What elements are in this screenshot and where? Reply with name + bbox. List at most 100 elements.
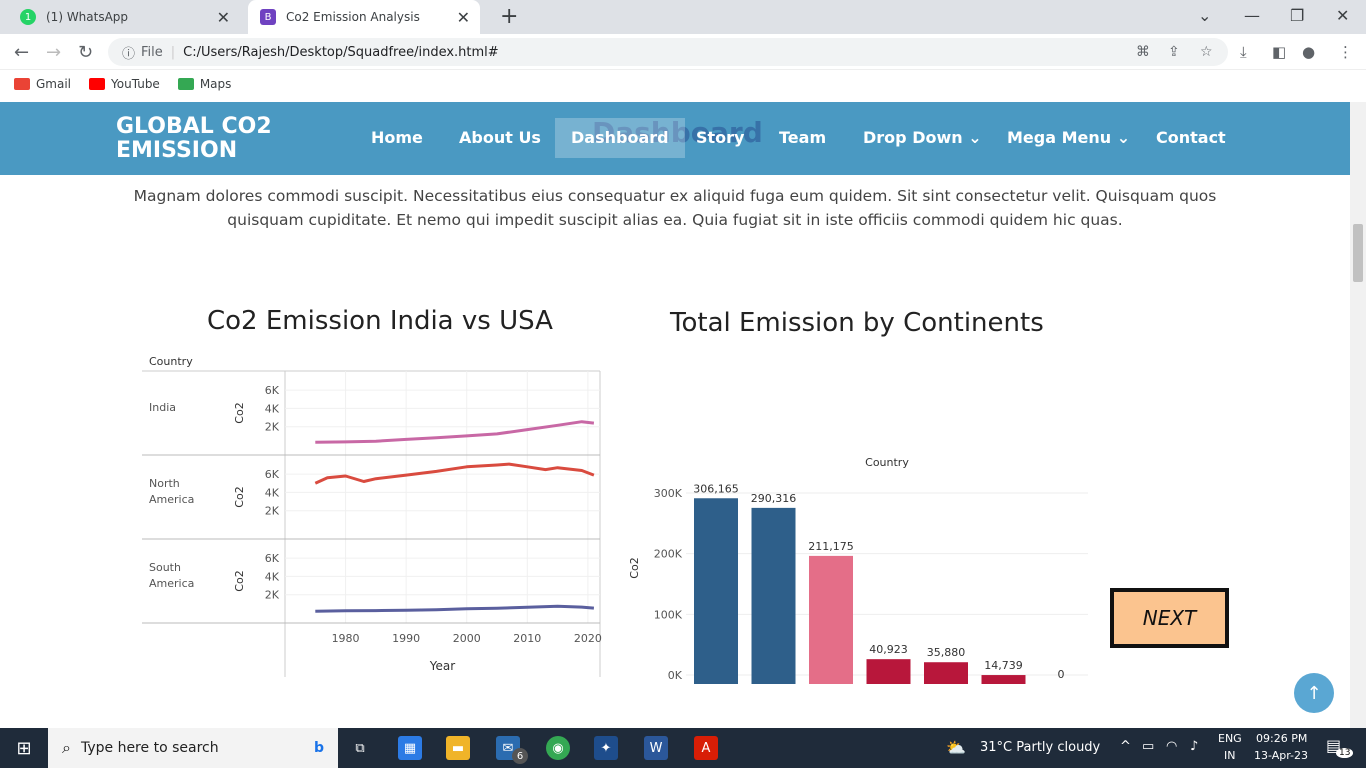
nav-dashboard[interactable]: Dashboard [555, 118, 685, 158]
mail-badge: 6 [512, 748, 528, 764]
side-panel-icon[interactable]: ◧ [1272, 43, 1286, 61]
tab-whatsapp[interactable]: 1 (1) WhatsApp ✕ [8, 0, 240, 34]
wifi-icon[interactable]: ◠ [1166, 739, 1177, 754]
maps-icon [178, 78, 194, 90]
panel-label: India [149, 401, 176, 414]
tray-chevron-icon[interactable]: ^ [1120, 739, 1131, 754]
y-tick-label: 300K [654, 487, 683, 500]
word-icon[interactable]: W [644, 736, 668, 760]
bookmarks-bar: Gmail YouTube Maps [0, 70, 1366, 98]
nav-about[interactable]: About Us [459, 128, 541, 147]
nav-mega-menu[interactable]: Mega Menu ⌄ [1007, 128, 1130, 147]
chevron-down-icon: ⌄ [968, 128, 981, 147]
nav-dropdown[interactable]: Drop Down ⌄ [863, 128, 982, 147]
close-icon[interactable]: ✕ [217, 8, 230, 27]
whatsapp-icon: 1 [20, 9, 36, 25]
notification-count: 13 [1336, 748, 1353, 758]
new-tab-button[interactable]: + [500, 4, 518, 29]
bar-value-label: 290,316 [751, 492, 797, 505]
y-tick-label: 6K [265, 468, 280, 481]
site-logo[interactable]: GLOBAL CO2 EMISSION [116, 115, 316, 163]
chart-title-continents: Total Emission by Continents [670, 308, 1044, 338]
x-tick-label: 1980 [332, 632, 360, 645]
window-close-button[interactable]: ✕ [1336, 6, 1349, 25]
panel-label: South [149, 561, 181, 574]
brand-line-1: GLOBAL CO2 [116, 115, 316, 139]
star-icon[interactable]: ☆ [1200, 44, 1213, 60]
clock-date[interactable]: 13-Apr-23 [1254, 749, 1308, 762]
download-icon[interactable]: ⤓ [1240, 43, 1247, 61]
y-tick-label: 4K [265, 486, 280, 499]
scrollbar-thumb[interactable] [1353, 224, 1363, 282]
restore-button[interactable]: ❐ [1290, 6, 1304, 25]
windows-taskbar: ⊞ ⌕ Type here to search b ⧉ ▦ ▬ ✉ 6 ◉ ✦ … [0, 728, 1366, 768]
line-chart-india-usa: Country 1980 1990 2000 2010 2020 India Co2 2K 4K 6… [140, 347, 610, 682]
translate-icon[interactable]: ⌘ [1136, 44, 1150, 60]
clock-time[interactable]: 09:26 PM [1256, 732, 1307, 745]
info-icon[interactable]: ⓘ [122, 43, 135, 62]
bookmark-label: Gmail [36, 77, 71, 91]
next-button[interactable]: NEXT [1110, 588, 1229, 648]
bookmark-gmail[interactable]: Gmail [14, 77, 71, 91]
acrobat-icon[interactable]: A [694, 736, 718, 760]
chevron-down-icon[interactable]: ⌄ [1198, 6, 1211, 25]
forward-icon[interactable]: → [46, 42, 61, 63]
region-label[interactable]: IN [1224, 749, 1235, 762]
bar-africa [867, 659, 911, 684]
reload-icon[interactable]: ↻ [78, 42, 93, 63]
weather-text[interactable]: 31°C Partly cloudy [980, 740, 1100, 755]
bookmark-maps[interactable]: Maps [178, 77, 232, 91]
battery-icon[interactable]: ▭ [1142, 739, 1154, 754]
x-tick-label: 2000 [453, 632, 481, 645]
page-scrollbar[interactable] [1350, 102, 1366, 728]
address-bar[interactable]: ⓘ File | C:/Users/Rajesh/Desktop/Squadfr… [108, 38, 1228, 66]
lang-label[interactable]: ENG [1218, 732, 1242, 745]
nav-home[interactable]: Home [371, 128, 423, 147]
menu-icon[interactable]: ⋮ [1338, 43, 1353, 61]
tableau-icon[interactable]: ✦ [594, 736, 618, 760]
nav-team[interactable]: Team [779, 128, 826, 147]
profile-avatar[interactable]: ● [1302, 43, 1315, 61]
minimize-button[interactable]: — [1244, 6, 1260, 25]
bing-icon[interactable]: b [314, 740, 324, 756]
search-icon: ⌕ [62, 738, 71, 758]
series-line-india [315, 422, 594, 443]
windows-start-icon[interactable]: ⊞ [12, 736, 36, 760]
store-icon[interactable]: ▦ [398, 736, 422, 760]
tab-co2[interactable]: B Co2 Emission Analysis ✕ [248, 0, 480, 34]
x-tick-label: 2020 [574, 632, 602, 645]
nav-label: Mega Menu [1007, 128, 1111, 147]
weather-icon[interactable]: ⛅ [946, 738, 966, 757]
volume-icon[interactable]: ♪ [1190, 739, 1198, 754]
file-explorer-icon[interactable]: ▬ [446, 736, 470, 760]
taskbar-search[interactable]: ⌕ Type here to search b [48, 728, 338, 768]
panel-label: North [149, 477, 180, 490]
chart-title-india-usa: Co2 Emission India vs USA [207, 306, 553, 336]
nav-contact[interactable]: Contact [1156, 128, 1226, 147]
brand-line-2: EMISSION [116, 139, 316, 163]
tab-title: (1) WhatsApp [46, 10, 128, 24]
close-icon[interactable]: ✕ [457, 8, 470, 27]
back-icon[interactable]: ← [14, 42, 29, 63]
nav-story[interactable]: Story [696, 128, 744, 147]
arrow-up-icon[interactable]: ↑ [1294, 673, 1334, 713]
panel-label: America [149, 577, 194, 590]
bar-south [924, 662, 968, 684]
toolbar: ← → ↻ ⓘ File | C:/Users/Rajesh/Desktop/S… [0, 34, 1366, 70]
bookmark-label: YouTube [111, 77, 160, 91]
bar-value-label: 35,880 [927, 646, 966, 659]
facet-header: Country [149, 355, 193, 368]
x-axis-label: Year [429, 659, 455, 673]
task-view-icon[interactable]: ⧉ [348, 736, 372, 760]
y-tick-label: 100K [654, 608, 683, 621]
bookmark-youtube[interactable]: YouTube [89, 77, 160, 91]
gmail-icon [14, 78, 30, 90]
series-line-south-america [315, 606, 594, 611]
bookmark-label: Maps [200, 77, 232, 91]
y-axis-label: Co2 [628, 557, 641, 578]
bar-value-label: 0 [1058, 668, 1065, 681]
y-tick-label: 0K [668, 669, 683, 682]
facet-header: Country [865, 456, 909, 469]
share-icon[interactable]: ⇪ [1168, 44, 1180, 60]
chrome-icon[interactable]: ◉ [546, 736, 570, 760]
